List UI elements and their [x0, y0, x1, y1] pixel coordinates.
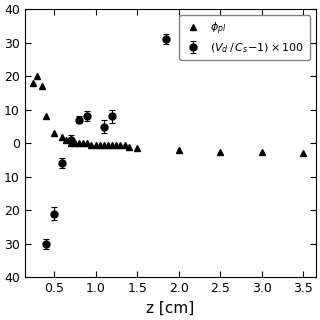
$\phi_{pl}$ [115, 143, 118, 147]
$\phi_{pl}$ [36, 74, 39, 78]
$\phi_{pl}$ [98, 143, 102, 147]
$\phi_{pl}$ [218, 150, 222, 154]
$\phi_{pl}$ [102, 143, 106, 147]
$\phi_{pl}$ [301, 151, 305, 155]
$\phi_{pl}$ [65, 138, 68, 142]
$\phi_{pl}$ [85, 141, 89, 145]
$\phi_{pl}$ [73, 141, 77, 145]
$\phi_{pl}$ [119, 143, 123, 147]
Line: $\phi_{pl}$: $\phi_{pl}$ [30, 73, 307, 157]
$\phi_{pl}$ [40, 84, 44, 88]
$\phi_{pl}$ [106, 143, 110, 147]
Legend: $\phi_{pl}$, $(V_d\,/\,C_s\!-\!1)\times100$: $\phi_{pl}$, $(V_d\,/\,C_s\!-\!1)\times1… [179, 15, 310, 60]
$\phi_{pl}$ [52, 131, 56, 135]
$\phi_{pl}$ [110, 143, 114, 147]
$\phi_{pl}$ [60, 135, 64, 139]
$\phi_{pl}$ [135, 147, 139, 150]
X-axis label: z [cm]: z [cm] [146, 301, 195, 316]
$\phi_{pl}$ [177, 148, 180, 152]
$\phi_{pl}$ [44, 115, 48, 118]
$\phi_{pl}$ [94, 143, 98, 147]
$\phi_{pl}$ [31, 81, 35, 85]
$\phi_{pl}$ [81, 141, 85, 145]
$\phi_{pl}$ [127, 145, 131, 148]
$\phi_{pl}$ [260, 150, 264, 154]
$\phi_{pl}$ [123, 143, 127, 147]
$\phi_{pl}$ [77, 141, 81, 145]
$\phi_{pl}$ [69, 141, 73, 145]
$\phi_{pl}$ [90, 143, 93, 147]
